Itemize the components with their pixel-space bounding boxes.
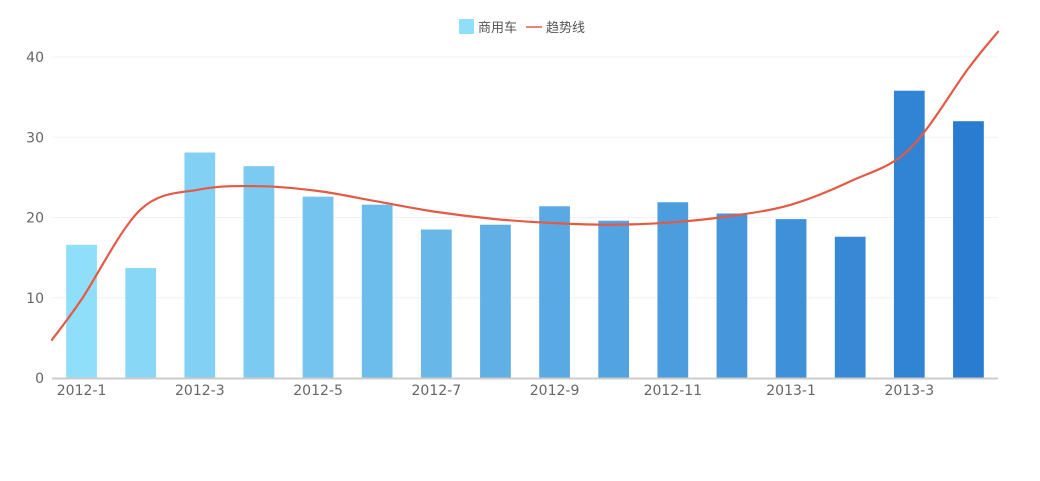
bar[interactable]: [893, 90, 925, 378]
bar[interactable]: [953, 121, 984, 378]
trend-line-path[interactable]: [50, 30, 1000, 341]
x-tick-label: 2012-11: [644, 383, 703, 399]
y-axis: 0 10 20 30 40: [26, 50, 44, 387]
x-tick-label: 2012-5: [293, 383, 343, 399]
bar[interactable]: [66, 244, 97, 378]
bar[interactable]: [539, 206, 570, 378]
bar[interactable]: [420, 229, 452, 378]
bar[interactable]: [775, 219, 807, 378]
x-tick-label: 2013-3: [885, 383, 935, 399]
bars: [66, 90, 984, 378]
x-tick-label: 2013-1: [766, 383, 816, 399]
y-tick-label: 20: [26, 211, 44, 227]
bar[interactable]: [480, 224, 511, 378]
legend-swatch-bar: [459, 19, 474, 34]
bar[interactable]: [834, 236, 866, 378]
y-tick-label: 40: [26, 50, 44, 66]
y-tick-label: 0: [35, 371, 44, 387]
bar[interactable]: [657, 202, 689, 378]
x-tick-label: 2012-3: [175, 383, 225, 399]
legend-label-line: 趋势线: [546, 20, 585, 36]
x-axis: 2012-1 2012-3 2012-5 2012-7 2012-9 2012-11 201…: [52, 377, 998, 399]
legend-item-line[interactable]: 趋势线: [526, 20, 585, 36]
bar[interactable]: [243, 166, 275, 378]
x-tick-label: 2012-9: [530, 383, 580, 399]
bar[interactable]: [716, 213, 748, 378]
y-tick-label: 30: [26, 130, 44, 146]
x-tick-label: 2012-7: [412, 383, 462, 399]
bar[interactable]: [125, 268, 157, 378]
x-tick-label: 2012-1: [57, 383, 107, 399]
bar[interactable]: [302, 196, 334, 378]
bar[interactable]: [184, 152, 216, 378]
bar[interactable]: [361, 204, 393, 378]
trend-line: [50, 30, 1000, 341]
legend-item-bar[interactable]: 商用车: [459, 19, 517, 36]
bar[interactable]: [598, 220, 630, 378]
legend-label-bar: 商用车: [478, 20, 517, 36]
y-tick-label: 10: [26, 291, 44, 307]
legend: 商用车 趋势线: [459, 19, 585, 36]
